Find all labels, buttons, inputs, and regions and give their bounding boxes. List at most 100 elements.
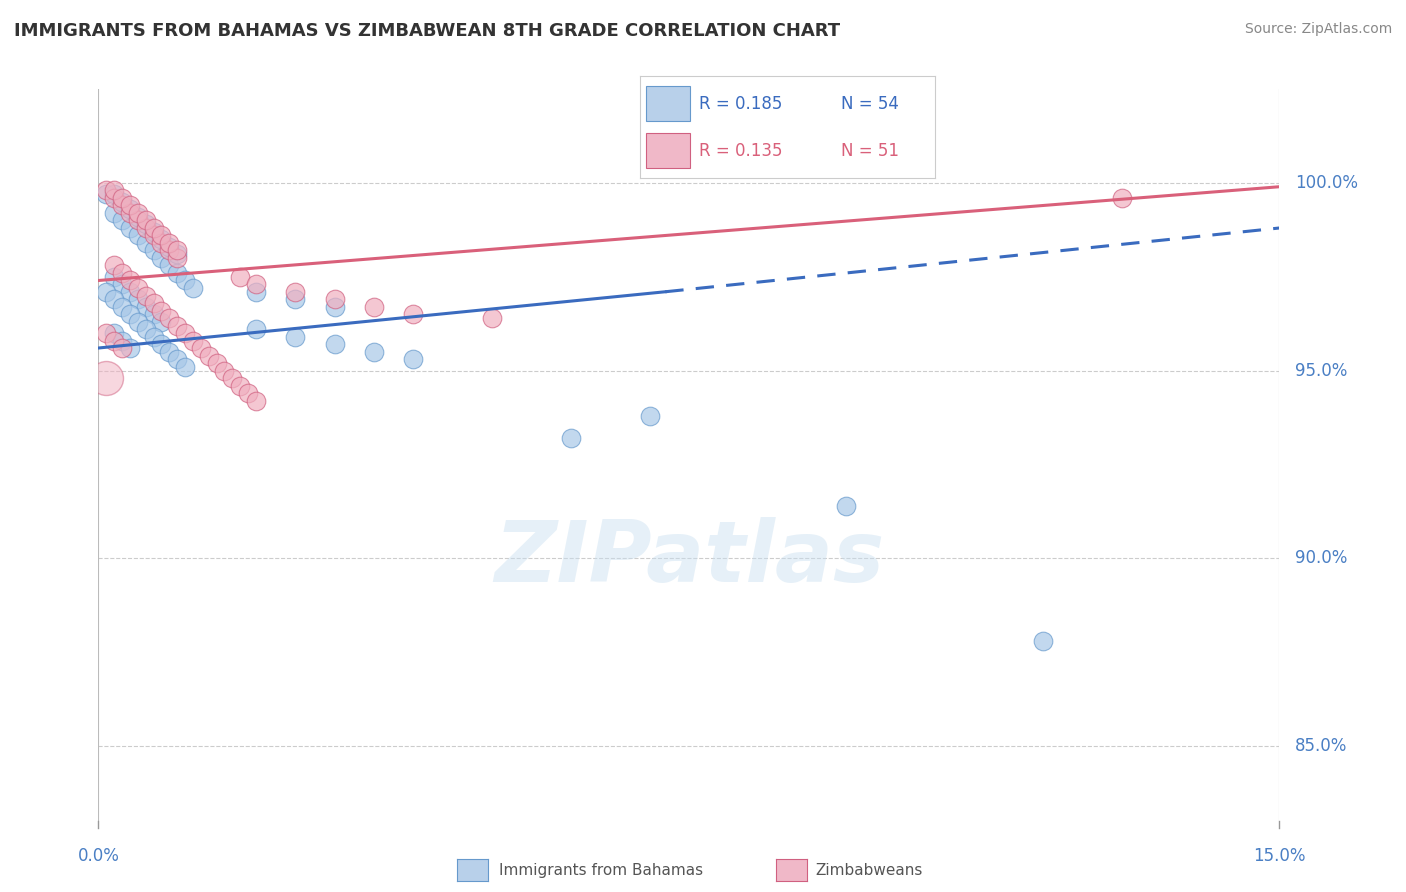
Text: Source: ZipAtlas.com: Source: ZipAtlas.com — [1244, 22, 1392, 37]
Point — [103, 187, 125, 202]
Point — [111, 334, 134, 348]
Point — [245, 285, 267, 299]
Point — [363, 344, 385, 359]
Text: R = 0.135: R = 0.135 — [699, 142, 782, 160]
Point — [150, 303, 173, 318]
Point — [127, 315, 149, 329]
Point — [111, 300, 134, 314]
Point — [127, 292, 149, 306]
Text: 15.0%: 15.0% — [1253, 847, 1306, 865]
Point — [127, 210, 149, 224]
Point — [142, 296, 165, 310]
Point — [157, 240, 180, 254]
Point — [157, 235, 180, 250]
Point — [103, 334, 125, 348]
Point — [245, 322, 267, 336]
Point — [174, 359, 197, 374]
Point — [111, 198, 134, 212]
Text: ZIPatlas: ZIPatlas — [494, 516, 884, 599]
Text: 0.0%: 0.0% — [77, 847, 120, 865]
Point — [142, 228, 165, 243]
Point — [166, 251, 188, 265]
Point — [835, 499, 858, 513]
Point — [284, 292, 307, 306]
Point — [174, 273, 197, 287]
Point — [96, 285, 118, 299]
Point — [135, 217, 157, 231]
Point — [150, 235, 173, 250]
Point — [96, 184, 118, 198]
Point — [118, 341, 141, 355]
Point — [197, 349, 219, 363]
Point — [118, 206, 141, 220]
Point — [150, 337, 173, 351]
Point — [181, 334, 204, 348]
Point — [190, 341, 212, 355]
Point — [157, 259, 180, 273]
Point — [323, 337, 346, 351]
Point — [150, 228, 173, 243]
Point — [166, 318, 188, 333]
Point — [103, 259, 125, 273]
Point — [157, 344, 180, 359]
Point — [103, 184, 125, 198]
Point — [142, 221, 165, 235]
Point — [118, 285, 141, 299]
Point — [142, 244, 165, 258]
Text: 95.0%: 95.0% — [1295, 361, 1347, 379]
Point — [157, 244, 180, 258]
Point — [481, 311, 503, 326]
Text: 85.0%: 85.0% — [1295, 737, 1347, 755]
Point — [103, 191, 125, 205]
Point — [127, 281, 149, 295]
Point — [111, 194, 134, 209]
FancyBboxPatch shape — [645, 87, 690, 121]
Point — [150, 315, 173, 329]
Point — [323, 292, 346, 306]
Point — [402, 307, 425, 321]
Point — [363, 300, 385, 314]
Point — [166, 352, 188, 367]
Text: 90.0%: 90.0% — [1295, 549, 1347, 567]
Point — [135, 322, 157, 336]
Point — [118, 273, 141, 287]
Point — [142, 307, 165, 321]
Point — [245, 393, 267, 408]
Point — [96, 371, 118, 385]
Point — [402, 352, 425, 367]
Text: N = 54: N = 54 — [841, 95, 898, 112]
Text: IMMIGRANTS FROM BAHAMAS VS ZIMBABWEAN 8TH GRADE CORRELATION CHART: IMMIGRANTS FROM BAHAMAS VS ZIMBABWEAN 8T… — [14, 22, 841, 40]
Point — [127, 228, 149, 243]
Point — [174, 326, 197, 340]
Point — [166, 244, 188, 258]
Point — [111, 277, 134, 292]
Point — [135, 235, 157, 250]
Point — [118, 307, 141, 321]
Point — [135, 213, 157, 227]
Point — [284, 330, 307, 344]
Point — [284, 285, 307, 299]
Point — [127, 206, 149, 220]
Point — [135, 221, 157, 235]
Point — [96, 187, 118, 202]
Point — [150, 251, 173, 265]
Point — [127, 213, 149, 227]
Point — [229, 269, 252, 284]
Point — [157, 311, 180, 326]
Point — [118, 221, 141, 235]
Point — [229, 378, 252, 392]
Point — [135, 288, 157, 302]
Point — [96, 326, 118, 340]
Point — [323, 300, 346, 314]
Point — [166, 266, 188, 280]
Point — [103, 292, 125, 306]
Text: Immigrants from Bahamas: Immigrants from Bahamas — [499, 863, 703, 878]
Point — [236, 386, 259, 401]
Point — [111, 191, 134, 205]
Point — [1111, 191, 1133, 205]
Point — [111, 213, 134, 227]
Point — [245, 277, 267, 292]
Point — [135, 300, 157, 314]
Text: R = 0.185: R = 0.185 — [699, 95, 782, 112]
Point — [118, 198, 141, 212]
